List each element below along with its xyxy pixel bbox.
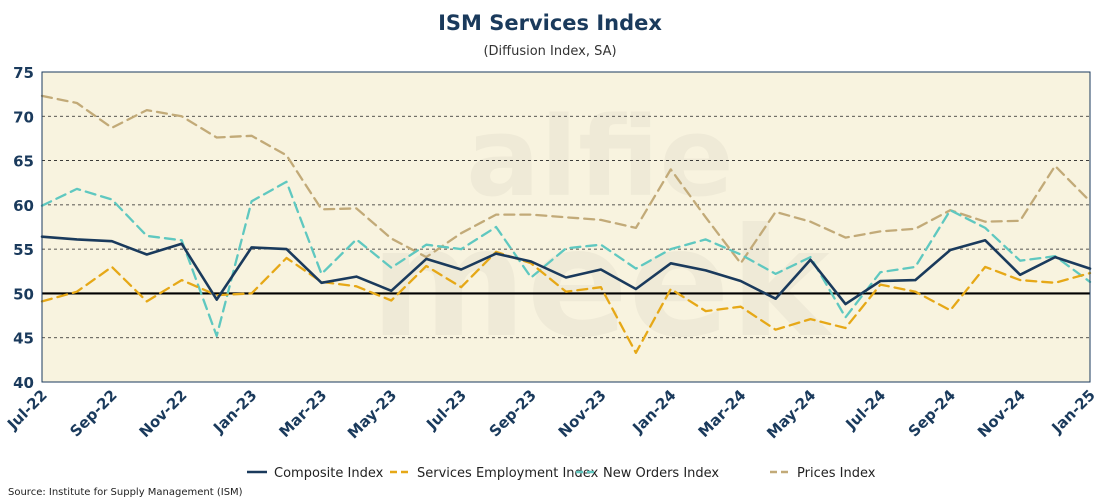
x-tick-label: Nov-23 [555, 386, 610, 441]
chart-subtitle: (Diffusion Index, SA) [483, 44, 616, 59]
y-tick-label: 45 [13, 330, 34, 348]
y-tick-label: 60 [13, 197, 34, 215]
series-line-services-employment-index [40, 250, 1092, 354]
legend-item: Services Employment Index [390, 466, 599, 481]
x-tick-label: May-23 [344, 386, 400, 442]
y-tick-label: 55 [13, 241, 34, 259]
chart-title: ISM Services Index [438, 11, 662, 35]
x-tick-label: Jul-22 [3, 386, 51, 434]
x-tick-label: Sep-24 [905, 386, 959, 440]
x-tick-label: Mar-23 [275, 386, 330, 441]
legend-item: New Orders Index [576, 466, 719, 481]
x-tick-label: Jul-24 [841, 386, 889, 434]
source-note: Source: Institute for Supply Management … [8, 487, 243, 498]
y-tick-label: 75 [13, 64, 34, 82]
legend-label: Composite Index [274, 466, 384, 481]
y-tick-label: 40 [13, 374, 34, 392]
legend: Composite Index Services Employment Index… [247, 466, 876, 481]
legend-label: New Orders Index [603, 466, 719, 481]
plot-border [41, 71, 1091, 383]
series-line-new-orders-index [40, 180, 1092, 338]
gridlines [42, 115, 1090, 339]
x-tick-label: Nov-22 [136, 386, 191, 441]
watermark-line-2: meek [370, 197, 833, 371]
x-tick-label: Jan-25 [1048, 386, 1099, 437]
x-tick-label: Mar-24 [695, 386, 750, 441]
y-tick-label: 65 [13, 153, 34, 171]
x-tick-label: Nov-24 [974, 386, 1029, 441]
x-axis-ticks: Jul-22 Sep-22 Nov-22 Jan-23 Mar-23 May-23 Jul-… [3, 386, 1099, 442]
y-axis-ticks: 40 45 50 55 60 65 70 75 [13, 64, 34, 392]
series-line-prices-index [40, 94, 1092, 265]
legend-label: Prices Index [797, 466, 876, 481]
x-tick-label: Sep-22 [66, 386, 120, 440]
x-tick-label: Jan-24 [628, 386, 679, 437]
plot-area [42, 72, 1090, 382]
series-lines [40, 94, 1092, 354]
x-tick-label: Jul-23 [422, 386, 470, 434]
x-tick-label: May-24 [763, 386, 819, 442]
y-tick-label: 70 [13, 108, 34, 126]
legend-item: Composite Index [247, 466, 384, 481]
series-line-composite-index [40, 235, 1092, 306]
legend-item: Prices Index [770, 466, 876, 481]
x-tick-label: Sep-23 [486, 386, 540, 440]
legend-label: Services Employment Index [417, 466, 599, 481]
x-tick-label: Jan-23 [209, 386, 260, 437]
y-tick-label: 50 [13, 285, 34, 303]
